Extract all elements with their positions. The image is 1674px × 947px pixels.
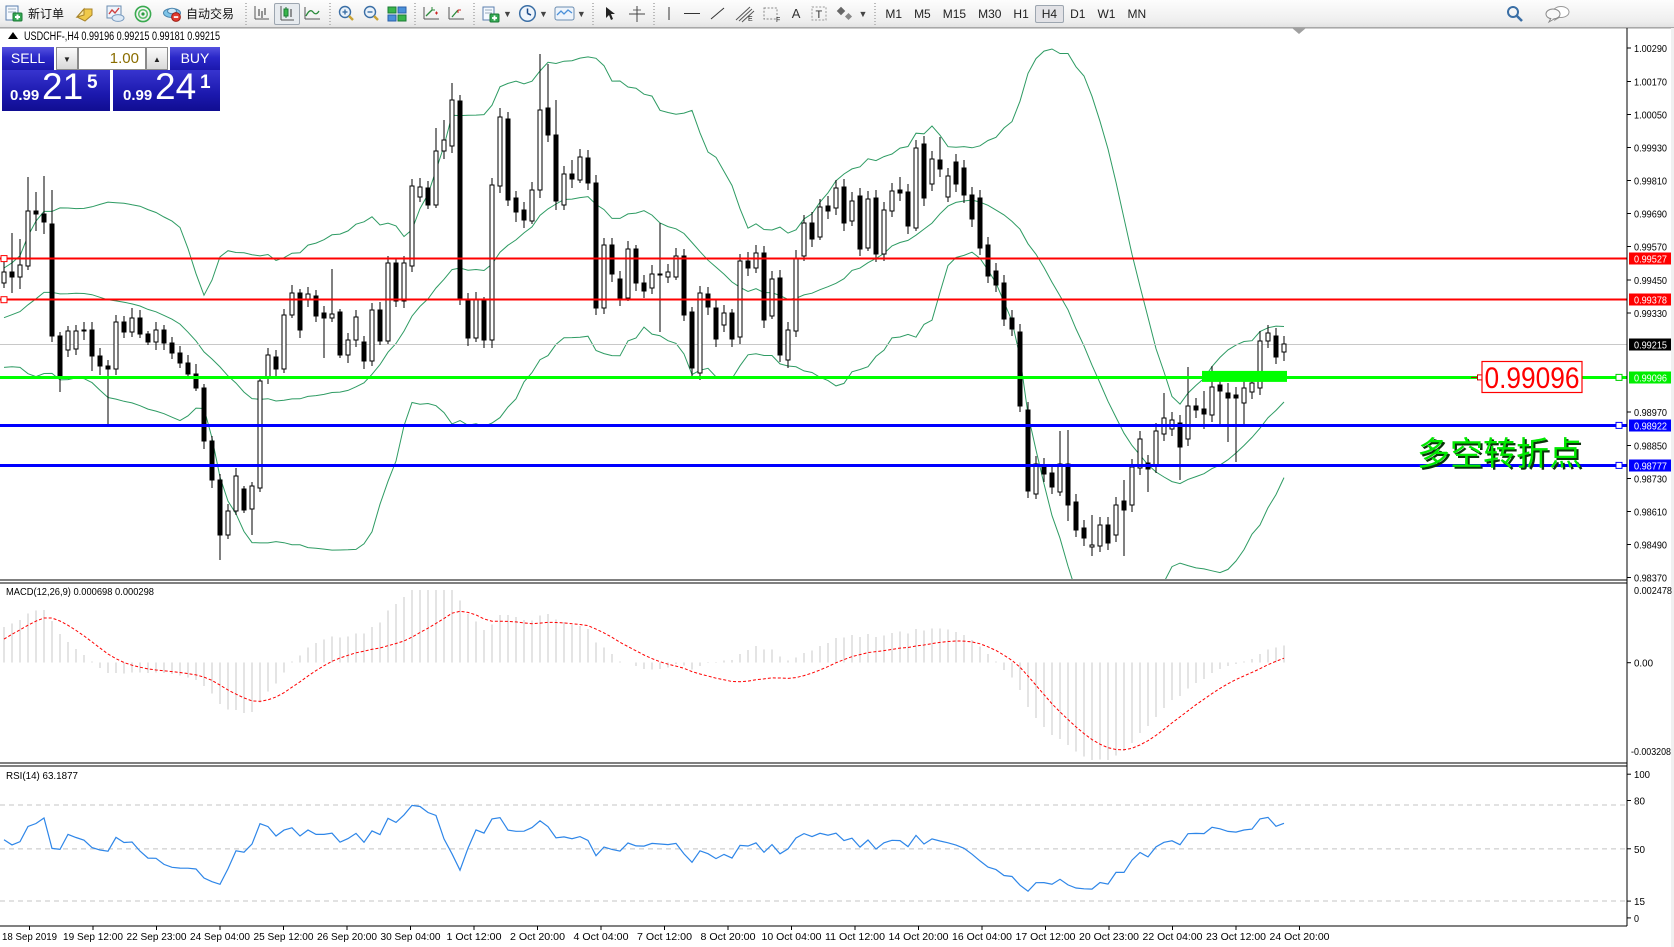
svg-text:23 Oct 12:00: 23 Oct 12:00 (1206, 931, 1266, 943)
svg-text:USDCHF-,H4 0.99196 0.99215 0.: USDCHF-,H4 0.99196 0.99215 0.99181 0.992… (24, 31, 220, 43)
svg-text:0.98730: 0.98730 (1634, 473, 1667, 485)
svg-text:0.99527: 0.99527 (1634, 254, 1667, 266)
svg-text:1.00170: 1.00170 (1634, 76, 1667, 88)
svg-text:MACD(12,26,9) 0.000698 0.00029: MACD(12,26,9) 0.000698 0.000298 (6, 586, 154, 598)
svg-text:14 Oct 20:00: 14 Oct 20:00 (889, 931, 949, 943)
svg-text:25 Sep 12:00: 25 Sep 12:00 (254, 931, 314, 943)
svg-text:E: E (748, 16, 753, 23)
svg-text:0.99096: 0.99096 (1485, 362, 1580, 395)
svg-text:0.98777: 0.98777 (1634, 460, 1667, 472)
svg-text:1 Oct 12:00: 1 Oct 12:00 (447, 931, 502, 943)
svg-text:RSI(14) 63.1877: RSI(14) 63.1877 (6, 770, 78, 782)
svg-text:0.99096: 0.99096 (1634, 372, 1667, 384)
svg-text:0.98922: 0.98922 (1634, 420, 1667, 432)
svg-text:1.00050: 1.00050 (1634, 109, 1667, 121)
svg-text:30 Sep 04:00: 30 Sep 04:00 (381, 931, 441, 943)
svg-text:0.99450: 0.99450 (1634, 275, 1667, 287)
svg-text:50: 50 (1634, 844, 1645, 856)
svg-text:0.98970: 0.98970 (1634, 407, 1667, 419)
svg-text:0.98610: 0.98610 (1634, 506, 1667, 518)
svg-text:-0.003208: -0.003208 (1631, 746, 1671, 758)
svg-text:0: 0 (1634, 913, 1639, 925)
svg-text:15: 15 (1634, 896, 1645, 908)
svg-text:0.98850: 0.98850 (1634, 440, 1667, 452)
svg-text:4 Oct 04:00: 4 Oct 04:00 (574, 931, 629, 943)
svg-text:19 Sep 12:00: 19 Sep 12:00 (63, 931, 123, 943)
svg-text:8 Oct 20:00: 8 Oct 20:00 (701, 931, 756, 943)
svg-text:T: T (816, 9, 823, 21)
svg-text:80: 80 (1634, 796, 1645, 808)
svg-text:22 Oct 04:00: 22 Oct 04:00 (1143, 931, 1203, 943)
svg-text:24 Sep 04:00: 24 Sep 04:00 (190, 931, 250, 943)
svg-text:26 Sep 20:00: 26 Sep 20:00 (317, 931, 377, 943)
svg-text:0.99330: 0.99330 (1634, 308, 1667, 320)
svg-text:0.99215: 0.99215 (1634, 340, 1667, 352)
svg-text:F: F (776, 17, 780, 23)
svg-text:20 Oct 23:00: 20 Oct 23:00 (1079, 931, 1139, 943)
svg-text:0.00: 0.00 (1634, 658, 1653, 670)
svg-text:2 Oct 20:00: 2 Oct 20:00 (510, 931, 565, 943)
svg-text:0.98370: 0.98370 (1634, 573, 1667, 585)
svg-text:0.99378: 0.99378 (1634, 295, 1667, 307)
svg-text:0.99570: 0.99570 (1634, 242, 1667, 254)
svg-text:17 Oct 12:00: 17 Oct 12:00 (1016, 931, 1076, 943)
svg-text:24 Oct 20:00: 24 Oct 20:00 (1270, 931, 1330, 943)
svg-text:22 Sep 23:00: 22 Sep 23:00 (127, 931, 187, 943)
svg-text:0.99810: 0.99810 (1634, 176, 1667, 188)
svg-text:16 Oct 04:00: 16 Oct 04:00 (952, 931, 1012, 943)
svg-text:1.00290: 1.00290 (1634, 43, 1667, 55)
svg-text:0.002478: 0.002478 (1634, 585, 1672, 597)
svg-text:0.98490: 0.98490 (1634, 540, 1667, 552)
svg-text:0.99690: 0.99690 (1634, 209, 1667, 221)
svg-text:11 Oct 12:00: 11 Oct 12:00 (825, 931, 885, 943)
svg-text:100: 100 (1634, 769, 1650, 781)
svg-text:多空转折点: 多空转折点 (1417, 435, 1582, 472)
svg-text:18 Sep 2019: 18 Sep 2019 (2, 931, 57, 943)
svg-text:0.99930: 0.99930 (1634, 143, 1667, 155)
svg-text:10 Oct 04:00: 10 Oct 04:00 (762, 931, 822, 943)
svg-text:7 Oct 12:00: 7 Oct 12:00 (637, 931, 692, 943)
